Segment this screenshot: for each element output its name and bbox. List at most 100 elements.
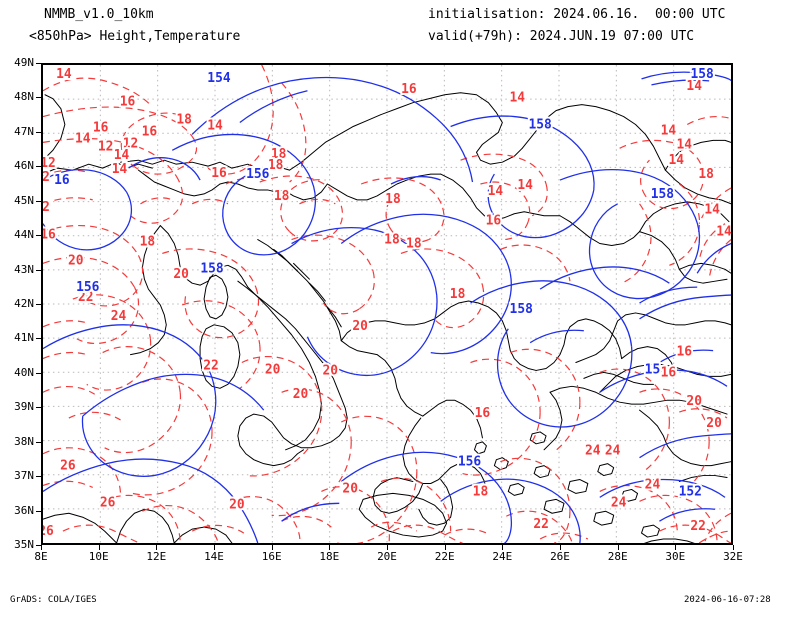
svg-text:16: 16 <box>93 120 109 135</box>
svg-text:14: 14 <box>75 131 91 146</box>
svg-text:18: 18 <box>274 189 290 204</box>
svg-text:18: 18 <box>384 233 400 248</box>
svg-text:20: 20 <box>342 481 358 496</box>
svg-text:158: 158 <box>510 302 533 317</box>
svg-text:14: 14 <box>676 137 692 152</box>
x-axis-tick <box>444 545 446 550</box>
svg-text:14: 14 <box>661 123 677 138</box>
svg-text:20: 20 <box>706 416 722 431</box>
y-axis-tick-label: 38N <box>14 434 34 448</box>
y-axis-tick-label: 42N <box>14 297 34 310</box>
svg-text:24: 24 <box>605 444 621 459</box>
svg-text:16: 16 <box>486 214 502 229</box>
svg-text:20: 20 <box>229 497 245 512</box>
gridlines <box>43 65 731 543</box>
svg-text:20: 20 <box>686 394 702 409</box>
y-axis-tick-label: 36N <box>14 503 34 517</box>
svg-text:14: 14 <box>716 225 731 240</box>
svg-text:16: 16 <box>401 82 417 97</box>
svg-text:16: 16 <box>676 345 692 360</box>
svg-text:14: 14 <box>56 67 72 82</box>
svg-text:24: 24 <box>611 495 627 510</box>
render-timestamp: 2024-06-16-07:28 <box>684 595 771 605</box>
x-axis-tick-label: 24E <box>492 550 513 563</box>
svg-text:20: 20 <box>229 497 245 512</box>
svg-text:156: 156 <box>246 167 270 182</box>
svg-text:20: 20 <box>173 267 189 282</box>
model-title: NMMB_v1.0_10km <box>44 7 154 22</box>
svg-text:16: 16 <box>475 406 491 421</box>
svg-text:24: 24 <box>645 477 661 492</box>
svg-text:18: 18 <box>450 287 466 302</box>
svg-text:152: 152 <box>679 484 702 499</box>
initialisation-text: initialisation: 2024.06.16. 00:00 UTC <box>428 7 726 22</box>
svg-text:14: 14 <box>509 91 525 106</box>
svg-text:20: 20 <box>173 267 189 282</box>
y-axis-tick <box>36 372 41 374</box>
svg-text:18: 18 <box>698 167 714 182</box>
svg-text:14: 14 <box>686 79 702 94</box>
svg-text:14: 14 <box>207 118 223 133</box>
svg-text:26: 26 <box>60 459 76 474</box>
svg-text:18: 18 <box>271 147 287 162</box>
y-axis-tick-label: 43N <box>14 262 34 276</box>
svg-text:14: 14 <box>112 162 128 177</box>
svg-text:18: 18 <box>176 113 192 128</box>
y-axis-tick <box>36 269 41 271</box>
svg-text:18: 18 <box>384 233 400 248</box>
svg-text:22: 22 <box>203 358 219 373</box>
x-axis-tick-label: 22E <box>434 550 455 563</box>
svg-text:18: 18 <box>268 158 284 173</box>
svg-text:12: 12 <box>98 139 114 154</box>
svg-text:24: 24 <box>605 444 621 459</box>
x-axis-tick <box>675 545 677 550</box>
y-axis-tick-label: 40N <box>14 365 34 379</box>
x-axis-tick <box>41 545 42 550</box>
svg-text:16: 16 <box>120 95 136 110</box>
svg-text:15: 15 <box>645 362 661 377</box>
x-axis-tick-label: 18E <box>319 550 340 563</box>
svg-text:16: 16 <box>211 166 227 181</box>
svg-text:18: 18 <box>271 147 287 162</box>
svg-text:16: 16 <box>43 228 56 243</box>
svg-text:16: 16 <box>211 166 227 181</box>
valid-time-text: valid(+79h): 2024.JUN.19 07:00 UTC <box>428 29 695 44</box>
weather-contour-map: 14 14 16 16 16 16 14 14 14 14 16 16 18 18 14 14 16 16 12 12… <box>41 63 733 545</box>
svg-text:2: 2 <box>43 200 50 215</box>
svg-text:24: 24 <box>585 444 601 459</box>
svg-text:158: 158 <box>651 187 674 202</box>
y-axis-tick-label: 41N <box>14 331 34 345</box>
x-axis-tick <box>156 545 158 550</box>
svg-text:158: 158 <box>691 67 714 82</box>
svg-text:14: 14 <box>676 137 692 152</box>
x-axis-tick <box>560 545 561 550</box>
svg-text:156: 156 <box>458 455 482 470</box>
svg-text:16: 16 <box>142 124 158 139</box>
svg-text:20: 20 <box>68 253 84 268</box>
svg-text:26: 26 <box>60 459 76 474</box>
svg-text:24: 24 <box>611 495 627 510</box>
svg-text:14: 14 <box>488 184 504 199</box>
svg-text:20: 20 <box>68 253 84 268</box>
svg-text:22: 22 <box>78 290 94 305</box>
svg-text:12: 12 <box>123 136 139 151</box>
svg-text:12: 12 <box>43 156 56 171</box>
svg-text:18: 18 <box>140 235 156 250</box>
svg-text:156: 156 <box>246 167 270 182</box>
y-axis-tick <box>36 510 41 512</box>
svg-text:24: 24 <box>111 309 127 324</box>
x-axis-tick <box>617 545 619 550</box>
y-axis-tick <box>36 97 41 99</box>
y-axis-tick <box>36 131 41 133</box>
svg-text:24: 24 <box>111 309 127 324</box>
svg-text:2: 2 <box>43 170 50 185</box>
y-axis-tick <box>36 235 41 237</box>
svg-text:20: 20 <box>352 319 368 334</box>
x-axis-tick <box>502 545 504 550</box>
x-axis-tick <box>733 545 734 550</box>
y-axis-tick <box>36 166 41 168</box>
svg-text:14: 14 <box>114 148 130 163</box>
svg-text:14: 14 <box>517 178 533 193</box>
x-axis-tick-label: 8E <box>34 550 48 563</box>
